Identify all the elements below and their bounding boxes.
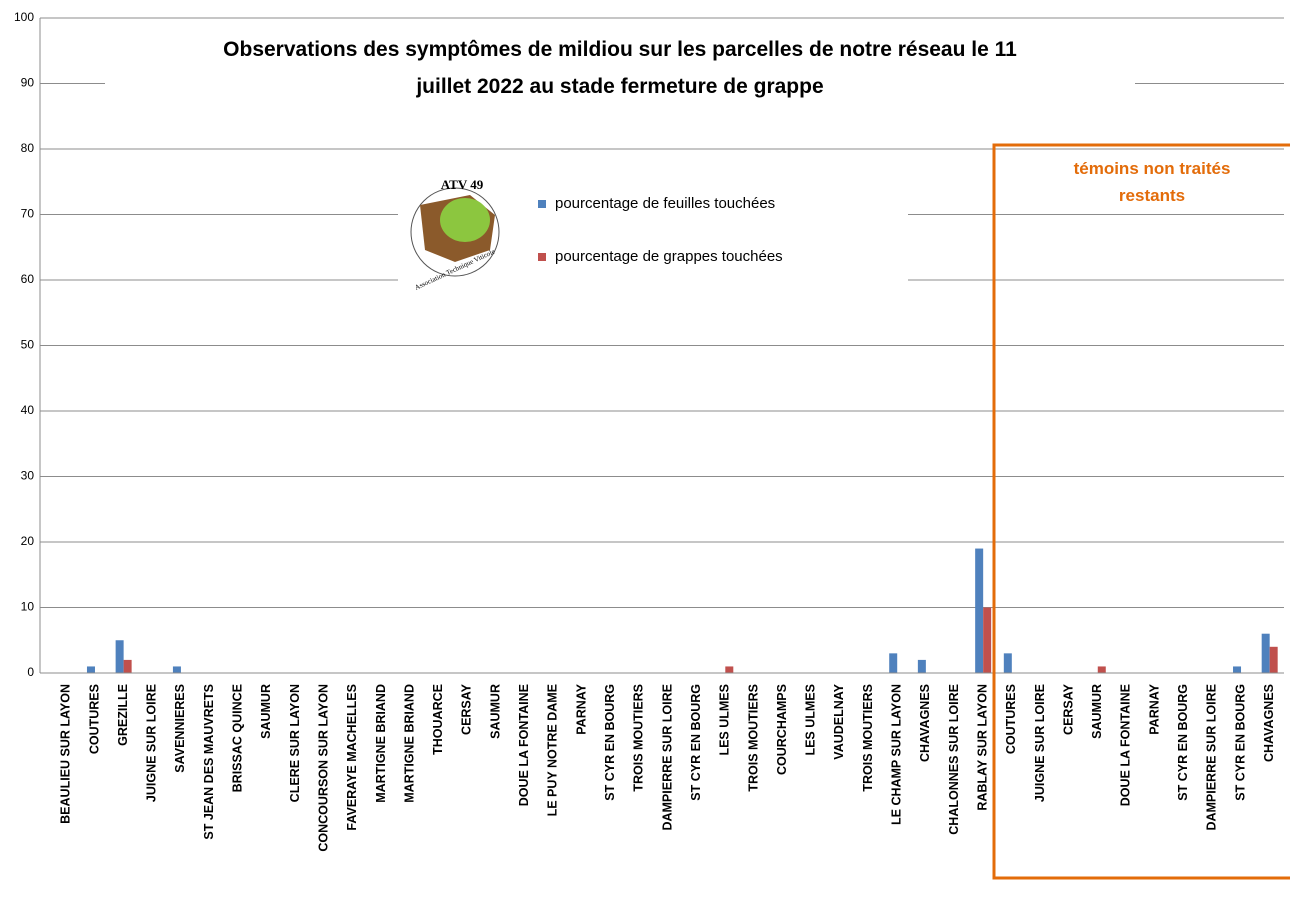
chart: 0102030405060708090100Observations des s…: [0, 0, 1290, 897]
x-tick-label: CERSAY: [460, 683, 474, 735]
logo-leaf: [440, 198, 490, 242]
x-tick-label: ST JEAN DES MAUVRETS: [202, 684, 216, 840]
bar: [1098, 666, 1106, 673]
y-tick-label: 90: [21, 76, 35, 90]
page: 0102030405060708090100Observations des s…: [0, 0, 1290, 897]
x-tick-label: LE CHAMP SUR LAYON: [890, 684, 904, 825]
y-tick-label: 0: [27, 665, 34, 679]
x-tick-label: BRISSAC QUINCE: [231, 684, 245, 792]
x-tick-label: COURCHAMPS: [775, 684, 789, 775]
bar: [975, 549, 983, 673]
x-tick-label: JUIGNE SUR LOIRE: [145, 684, 159, 802]
legend-label: pourcentage de grappes touchées: [555, 248, 783, 265]
bar: [173, 666, 181, 673]
x-tick-label: CHALONNES SUR LOIRE: [947, 684, 961, 835]
y-tick-label: 50: [21, 338, 35, 352]
y-tick-label: 30: [21, 469, 35, 483]
x-tick-label: CONCOURSON SUR LAYON: [316, 684, 330, 852]
x-tick-label: CHAVAGNES: [918, 684, 932, 762]
bar: [983, 608, 991, 674]
x-tick-label: MARTIGNE BRIAND: [402, 684, 416, 803]
x-tick-label: CERSAY: [1061, 683, 1075, 735]
x-tick-label: GREZILLE: [116, 684, 130, 746]
x-tick-label: LES ULMES: [718, 684, 732, 756]
x-tick-label: COUTURES: [87, 684, 101, 754]
legend-swatch: [538, 253, 546, 261]
bar: [124, 660, 132, 673]
x-tick-label: TROIS MOUTIERS: [632, 684, 646, 792]
x-tick-label: VAUDELNAY: [832, 683, 846, 759]
y-tick-label: 100: [14, 10, 34, 24]
x-tick-label: PARNAY: [1147, 683, 1161, 734]
x-tick-label: SAVENNIERES: [173, 684, 187, 773]
bar: [918, 660, 926, 673]
x-tick-label: LES ULMES: [804, 684, 818, 756]
legend-label: pourcentage de feuilles touchées: [555, 195, 775, 212]
x-tick-label: LE PUY NOTRE DAME: [546, 684, 560, 816]
x-tick-label: DAMPIERRE SUR LOIRE: [660, 684, 674, 831]
bar: [116, 640, 124, 673]
x-tick-label: THOUARCE: [431, 684, 445, 755]
x-tick-label: CLERE SUR LAYON: [288, 684, 302, 802]
bar: [889, 653, 897, 673]
x-tick-label: TROIS MOUTIERS: [861, 684, 875, 792]
x-tick-label: ST CYR EN BOURG: [603, 684, 617, 801]
x-tick-label: MARTIGNE BRIAND: [374, 684, 388, 803]
bar: [1233, 666, 1241, 673]
y-tick-label: 10: [21, 600, 35, 614]
x-tick-label: SAUMUR: [1090, 684, 1104, 739]
bar: [1262, 634, 1270, 673]
y-tick-label: 40: [21, 403, 35, 417]
x-tick-label: DOUE LA FONTAINE: [1119, 684, 1133, 806]
y-tick-label: 70: [21, 207, 35, 221]
x-tick-label: JUIGNE SUR LOIRE: [1033, 684, 1047, 802]
x-tick-label: PARNAY: [574, 683, 588, 734]
x-tick-label: SAUMUR: [259, 684, 273, 739]
bar: [725, 666, 733, 673]
y-tick-label: 60: [21, 272, 35, 286]
x-tick-label: SAUMUR: [488, 684, 502, 739]
bar: [87, 666, 95, 673]
x-tick-label: TROIS MOUTIERS: [746, 684, 760, 792]
x-tick-label: ST CYR EN BOURG: [689, 684, 703, 801]
x-tick-label: FAVERAYE MACHELLES: [345, 684, 359, 831]
x-tick-label: ST CYR EN BOURG: [1176, 684, 1190, 801]
x-tick-label: ST CYR EN BOURG: [1233, 684, 1247, 801]
y-tick-label: 20: [21, 534, 35, 548]
legend-swatch: [538, 200, 546, 208]
x-tick-label: COUTURES: [1004, 684, 1018, 754]
x-tick-label: RABLAY SUR LAYON: [975, 684, 989, 811]
x-tick-label: CHAVAGNES: [1262, 684, 1276, 762]
bar: [1004, 653, 1012, 673]
logo-name: ATV 49: [441, 177, 484, 192]
x-tick-label: BEAULIEU SUR LAYON: [59, 684, 73, 824]
bar: [1270, 647, 1278, 673]
x-tick-label: DOUE LA FONTAINE: [517, 684, 531, 806]
x-tick-label: DAMPIERRE SUR LOIRE: [1205, 684, 1219, 831]
y-tick-label: 80: [21, 141, 35, 155]
